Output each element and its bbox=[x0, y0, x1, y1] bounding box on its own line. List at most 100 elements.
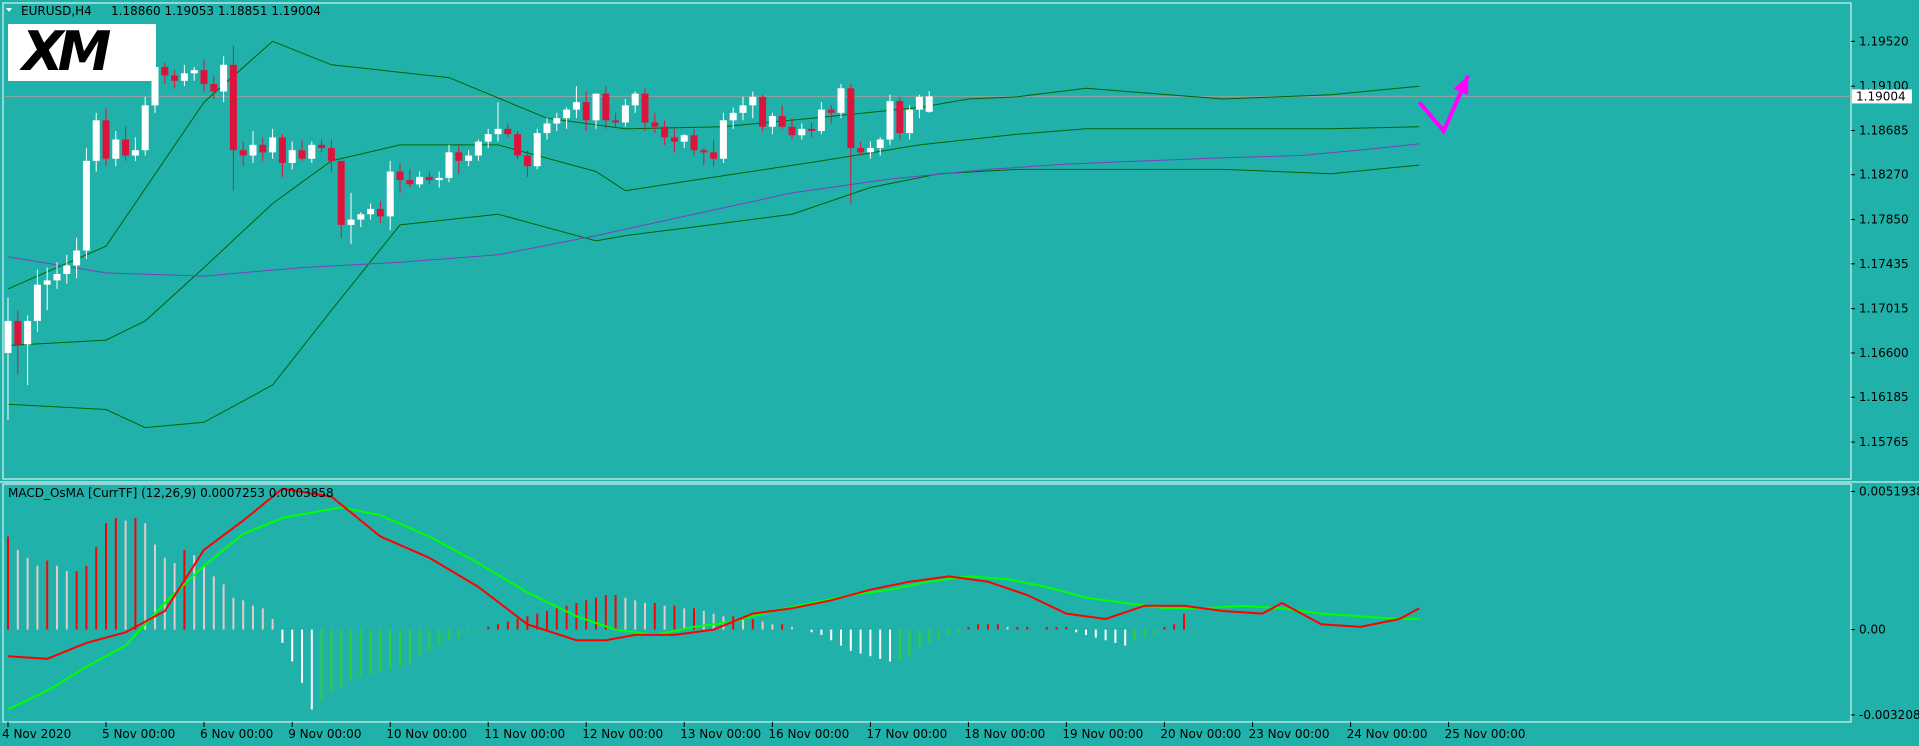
candle[interactable] bbox=[43, 267, 51, 311]
price-tick-label: 1.16600 bbox=[1859, 346, 1909, 360]
candle[interactable] bbox=[661, 120, 669, 145]
candle[interactable] bbox=[425, 171, 433, 185]
candle[interactable] bbox=[24, 315, 32, 385]
candle[interactable] bbox=[592, 93, 600, 129]
candle[interactable] bbox=[768, 112, 776, 135]
candle[interactable] bbox=[269, 128, 277, 159]
candle[interactable] bbox=[406, 169, 414, 188]
candle[interactable] bbox=[778, 105, 786, 129]
candle[interactable] bbox=[533, 128, 541, 170]
candle[interactable] bbox=[670, 128, 678, 153]
candle[interactable] bbox=[719, 112, 727, 163]
candle[interactable] bbox=[102, 107, 110, 167]
candle[interactable] bbox=[308, 141, 316, 163]
candle[interactable] bbox=[249, 130, 257, 163]
candle[interactable] bbox=[543, 118, 551, 140]
candle[interactable] bbox=[73, 237, 81, 279]
candle[interactable] bbox=[141, 96, 149, 156]
candle[interactable] bbox=[514, 130, 522, 159]
candle[interactable] bbox=[612, 112, 620, 127]
candle[interactable] bbox=[200, 59, 208, 92]
candle[interactable] bbox=[337, 160, 345, 238]
candle[interactable] bbox=[553, 112, 561, 131]
candle[interactable] bbox=[122, 126, 130, 161]
candle[interactable] bbox=[376, 201, 384, 223]
candle[interactable] bbox=[220, 56, 228, 103]
candle[interactable] bbox=[494, 102, 502, 142]
candle[interactable] bbox=[651, 112, 659, 134]
candle[interactable] bbox=[680, 134, 688, 149]
candle[interactable] bbox=[690, 128, 698, 156]
candle[interactable] bbox=[729, 107, 737, 129]
collapse-triangle-icon[interactable] bbox=[6, 8, 12, 12]
candle[interactable] bbox=[474, 139, 482, 161]
candle[interactable] bbox=[749, 91, 757, 119]
candle[interactable] bbox=[318, 139, 326, 153]
candle[interactable] bbox=[455, 144, 463, 174]
candle[interactable] bbox=[759, 94, 767, 131]
candle[interactable] bbox=[82, 148, 90, 260]
candle[interactable] bbox=[817, 102, 825, 135]
bull-candle-body bbox=[180, 73, 188, 81]
candle[interactable] bbox=[298, 139, 306, 161]
candle[interactable] bbox=[886, 94, 894, 145]
candle[interactable] bbox=[347, 192, 355, 245]
candle[interactable] bbox=[53, 262, 61, 289]
candle[interactable] bbox=[278, 134, 286, 177]
candle[interactable] bbox=[857, 141, 865, 156]
candle[interactable] bbox=[161, 62, 169, 85]
candle[interactable] bbox=[210, 75, 218, 99]
candle[interactable] bbox=[631, 91, 639, 113]
candle[interactable] bbox=[876, 137, 884, 156]
candle[interactable] bbox=[582, 91, 590, 131]
candle[interactable] bbox=[866, 141, 874, 159]
candle[interactable] bbox=[367, 203, 375, 220]
candle[interactable] bbox=[906, 105, 914, 140]
candle[interactable] bbox=[641, 88, 649, 131]
bull-candle-body bbox=[719, 120, 727, 159]
candle[interactable] bbox=[396, 162, 404, 193]
candle[interactable] bbox=[327, 139, 335, 172]
candle[interactable] bbox=[788, 118, 796, 140]
candle[interactable] bbox=[92, 112, 100, 172]
candle[interactable] bbox=[808, 122, 816, 138]
candle[interactable] bbox=[847, 84, 855, 204]
candle[interactable] bbox=[896, 96, 904, 140]
candle[interactable] bbox=[445, 144, 453, 183]
candle[interactable] bbox=[171, 70, 179, 89]
candle[interactable] bbox=[33, 269, 41, 332]
candle[interactable] bbox=[484, 128, 492, 149]
candle[interactable] bbox=[523, 150, 531, 177]
candle[interactable] bbox=[602, 86, 610, 129]
candle[interactable] bbox=[739, 96, 747, 121]
candle[interactable] bbox=[131, 137, 139, 161]
candle[interactable] bbox=[63, 254, 71, 284]
candle[interactable] bbox=[14, 310, 22, 375]
candle[interactable] bbox=[386, 160, 394, 231]
candle[interactable] bbox=[288, 141, 296, 170]
candle[interactable] bbox=[827, 105, 835, 124]
candle[interactable] bbox=[710, 139, 718, 167]
candle[interactable] bbox=[416, 171, 424, 188]
candle[interactable] bbox=[700, 148, 708, 166]
candle[interactable] bbox=[239, 141, 247, 167]
candle[interactable] bbox=[112, 130, 120, 167]
candle[interactable] bbox=[572, 86, 580, 119]
candle[interactable] bbox=[357, 212, 365, 228]
candle[interactable] bbox=[621, 98, 629, 127]
candle[interactable] bbox=[915, 94, 923, 119]
candle[interactable] bbox=[925, 91, 933, 113]
candle[interactable] bbox=[180, 64, 188, 87]
candle[interactable] bbox=[4, 297, 12, 421]
candle[interactable] bbox=[837, 84, 845, 119]
candle[interactable] bbox=[798, 123, 806, 140]
candle[interactable] bbox=[465, 150, 473, 167]
candle[interactable] bbox=[259, 137, 267, 161]
candles[interactable] bbox=[4, 45, 933, 421]
candle[interactable] bbox=[504, 123, 512, 138]
candle[interactable] bbox=[229, 45, 237, 191]
candle[interactable] bbox=[435, 171, 443, 188]
candle[interactable] bbox=[563, 107, 571, 129]
candle[interactable] bbox=[190, 66, 198, 81]
